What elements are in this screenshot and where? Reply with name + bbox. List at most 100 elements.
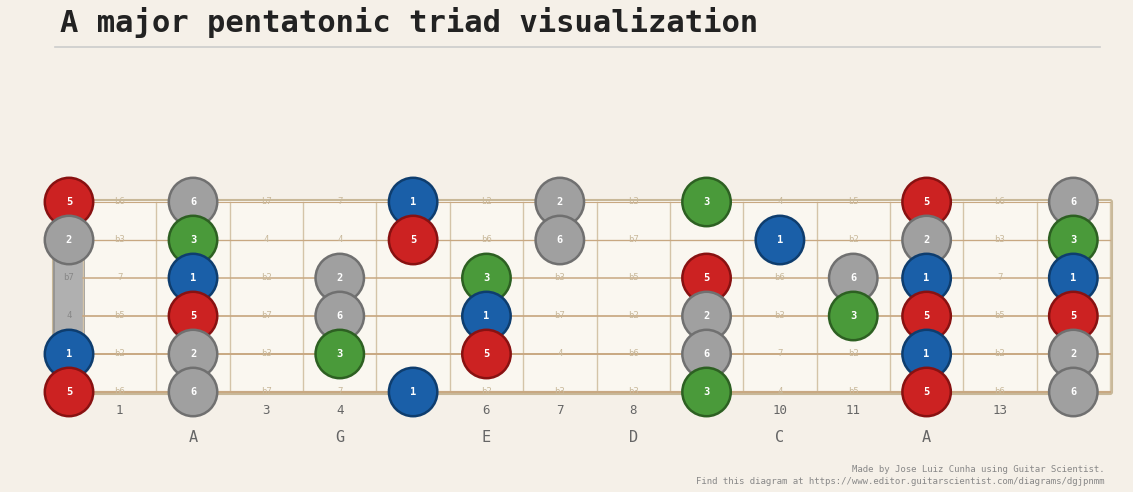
Text: Made by Jose Luiz Cunha using Guitar Scientist.: Made by Jose Luiz Cunha using Guitar Sci… (852, 465, 1105, 474)
FancyBboxPatch shape (53, 200, 1111, 394)
Text: 1: 1 (410, 387, 416, 397)
Text: b5: b5 (628, 274, 639, 282)
Text: b6: b6 (775, 274, 785, 282)
FancyBboxPatch shape (54, 201, 84, 393)
Text: A: A (922, 430, 931, 444)
Text: 6: 6 (1071, 387, 1076, 397)
Text: 7: 7 (337, 388, 342, 397)
Text: 13: 13 (993, 403, 1007, 417)
Text: b3: b3 (114, 236, 125, 245)
Text: b7: b7 (554, 311, 565, 320)
Text: 6: 6 (850, 273, 857, 283)
Text: b3: b3 (775, 311, 785, 320)
Text: b5: b5 (114, 311, 125, 320)
Text: 2: 2 (923, 235, 930, 245)
Text: 6: 6 (1071, 197, 1076, 207)
Text: 3: 3 (190, 235, 196, 245)
Text: 1: 1 (66, 349, 73, 359)
Text: b2: b2 (995, 349, 1005, 359)
Text: 4: 4 (67, 311, 71, 320)
Text: 5: 5 (923, 197, 930, 207)
Circle shape (169, 216, 218, 264)
Text: 7: 7 (777, 349, 783, 359)
Circle shape (902, 216, 951, 264)
Text: b7: b7 (261, 197, 272, 207)
Text: 7: 7 (117, 274, 122, 282)
Circle shape (682, 330, 731, 378)
Circle shape (536, 178, 583, 226)
Text: 7: 7 (997, 274, 1003, 282)
Text: E: E (482, 430, 491, 444)
Text: 4: 4 (557, 349, 562, 359)
Circle shape (169, 292, 218, 340)
Text: b6: b6 (114, 197, 125, 207)
Text: 3: 3 (484, 273, 489, 283)
Circle shape (45, 216, 93, 264)
Circle shape (1049, 292, 1098, 340)
Text: 6: 6 (190, 197, 196, 207)
Circle shape (536, 216, 583, 264)
Circle shape (169, 330, 218, 378)
Text: b3: b3 (554, 274, 565, 282)
Text: 3: 3 (704, 197, 709, 207)
Text: 4: 4 (264, 236, 269, 245)
Text: 3: 3 (850, 311, 857, 321)
Text: 3: 3 (337, 349, 343, 359)
Text: Find this diagram at https://www.editor.guitarscientist.com/diagrams/dgjpnmm: Find this diagram at https://www.editor.… (697, 478, 1105, 487)
Text: 5: 5 (923, 311, 930, 321)
Text: 1: 1 (923, 273, 930, 283)
Text: b3: b3 (628, 197, 639, 207)
Text: G: G (335, 430, 344, 444)
Circle shape (682, 178, 731, 226)
Text: 1: 1 (777, 235, 783, 245)
Text: 6: 6 (556, 235, 563, 245)
Text: b2: b2 (847, 236, 859, 245)
Circle shape (1049, 178, 1098, 226)
Text: 1: 1 (484, 311, 489, 321)
Text: b3: b3 (554, 388, 565, 397)
Text: b6: b6 (482, 236, 492, 245)
Text: 1: 1 (1071, 273, 1076, 283)
Text: 5: 5 (66, 387, 73, 397)
Text: 2: 2 (66, 235, 73, 245)
Text: 6: 6 (190, 387, 196, 397)
Circle shape (1049, 330, 1098, 378)
Text: b5: b5 (995, 311, 1005, 320)
Circle shape (462, 330, 511, 378)
Text: 9: 9 (702, 403, 710, 417)
Text: b7: b7 (628, 236, 639, 245)
Circle shape (902, 254, 951, 302)
Circle shape (902, 292, 951, 340)
Text: 14: 14 (1066, 403, 1081, 417)
Circle shape (902, 330, 951, 378)
Text: 10: 10 (773, 403, 787, 417)
Text: 4: 4 (777, 197, 783, 207)
Circle shape (316, 254, 364, 302)
Text: b5: b5 (847, 388, 859, 397)
Circle shape (389, 368, 437, 416)
Text: 5: 5 (704, 273, 709, 283)
Text: 5: 5 (66, 197, 73, 207)
Circle shape (316, 292, 364, 340)
Circle shape (45, 178, 93, 226)
Text: 2: 2 (190, 349, 196, 359)
Text: 7: 7 (337, 197, 342, 207)
Circle shape (1049, 368, 1098, 416)
Text: 1: 1 (116, 403, 123, 417)
Circle shape (169, 178, 218, 226)
Text: 3: 3 (263, 403, 270, 417)
Text: 11: 11 (845, 403, 861, 417)
Text: b2: b2 (847, 349, 859, 359)
Circle shape (389, 178, 437, 226)
Text: 2: 2 (556, 197, 563, 207)
Text: b6: b6 (995, 197, 1005, 207)
Text: b5: b5 (847, 197, 859, 207)
Text: 5: 5 (484, 349, 489, 359)
Text: 5: 5 (410, 235, 416, 245)
Circle shape (462, 254, 511, 302)
Text: 2: 2 (337, 273, 343, 283)
Circle shape (169, 368, 218, 416)
Text: b3: b3 (995, 236, 1005, 245)
Text: 3: 3 (1071, 235, 1076, 245)
Text: 5: 5 (923, 387, 930, 397)
